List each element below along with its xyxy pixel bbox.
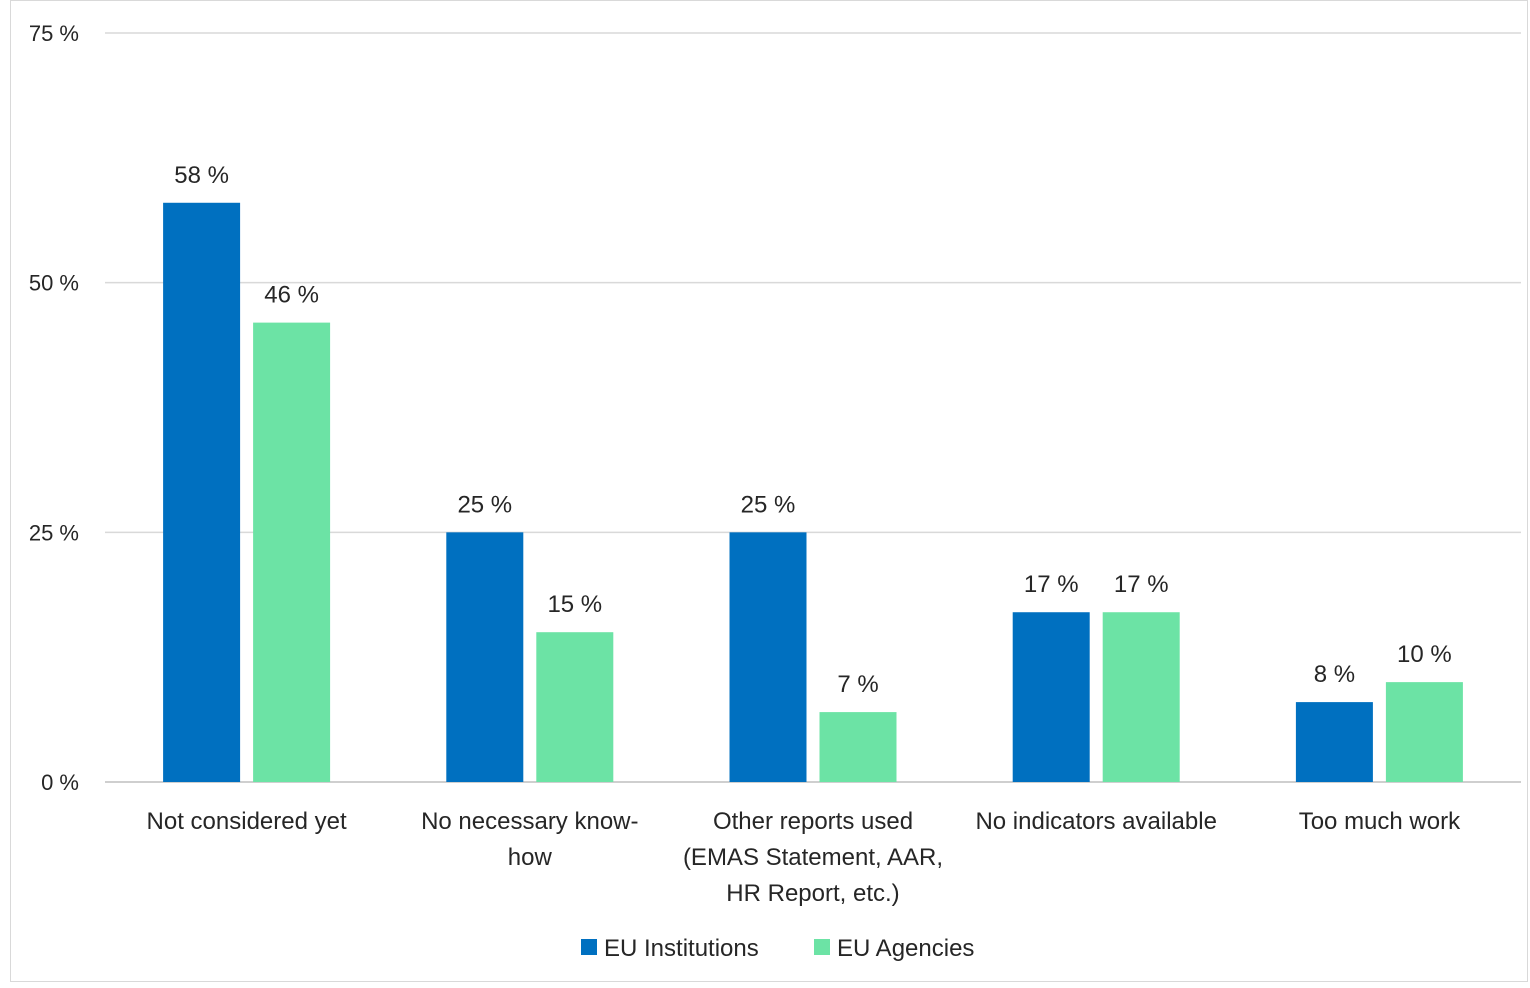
bar-chart: 0 % 25 % 50 % 75 % 58 % 46 % 25 % 15 % 25 % 7 % 1… bbox=[29, 21, 1521, 962]
legend-swatch bbox=[581, 939, 597, 955]
data-label: 17 % bbox=[1114, 571, 1169, 598]
data-label: 7 % bbox=[837, 671, 878, 698]
x-category-label: Too much work bbox=[1299, 808, 1461, 835]
x-category-label: (EMAS Statement, AAR, bbox=[683, 844, 943, 871]
data-label: 58 % bbox=[174, 162, 229, 189]
x-category-label: Other reports used bbox=[713, 808, 913, 835]
bar-eu-institutions bbox=[446, 532, 524, 782]
x-axis-category-labels: Not considered yet No necessary know-how O… bbox=[147, 808, 1462, 907]
x-category-label: Not considered yet bbox=[147, 808, 347, 835]
data-label: 10 % bbox=[1397, 641, 1452, 668]
bar-eu-agencies bbox=[536, 632, 614, 782]
legend-label: EU Agencies bbox=[837, 935, 974, 962]
bar-eu-agencies bbox=[1102, 612, 1180, 782]
y-axis-tick-labels: 0 % 25 % 50 % 75 % bbox=[29, 21, 79, 795]
data-label: 17 % bbox=[1024, 571, 1079, 598]
x-category-label: No necessary know- bbox=[421, 808, 638, 835]
bar-eu-agencies bbox=[819, 712, 897, 782]
data-label: 8 % bbox=[1314, 661, 1355, 688]
y-tick-label: 50 % bbox=[29, 271, 79, 296]
bar-eu-agencies bbox=[1385, 682, 1463, 782]
x-category-label: No indicators available bbox=[975, 808, 1216, 835]
gridlines bbox=[105, 32, 1521, 783]
bar-eu-institutions bbox=[1012, 612, 1090, 782]
x-category-label: how bbox=[508, 844, 553, 871]
bar-eu-institutions bbox=[1295, 702, 1373, 782]
legend-label: EU Institutions bbox=[604, 935, 759, 962]
x-category-label: HR Report, etc.) bbox=[726, 880, 899, 907]
bar-eu-institutions bbox=[729, 532, 807, 782]
y-tick-label: 75 % bbox=[29, 21, 79, 46]
bar-eu-agencies bbox=[253, 322, 331, 782]
y-tick-label: 25 % bbox=[29, 520, 79, 545]
legend-swatch bbox=[814, 939, 830, 955]
data-label: 25 % bbox=[457, 491, 512, 518]
data-label: 15 % bbox=[547, 591, 602, 618]
data-label: 25 % bbox=[741, 491, 796, 518]
data-label: 46 % bbox=[264, 282, 319, 309]
y-tick-label: 0 % bbox=[41, 770, 79, 795]
data-labels: 58 % 46 % 25 % 15 % 25 % 7 % 17 % 17 % 8 % 10 % bbox=[174, 162, 1452, 698]
bars bbox=[163, 202, 1463, 783]
legend: EU Institutions EU Agencies bbox=[581, 935, 974, 962]
bar-eu-institutions bbox=[163, 202, 241, 783]
chart-frame: 0 % 25 % 50 % 75 % 58 % 46 % 25 % 15 % 25 % 7 % 1… bbox=[10, 0, 1528, 982]
